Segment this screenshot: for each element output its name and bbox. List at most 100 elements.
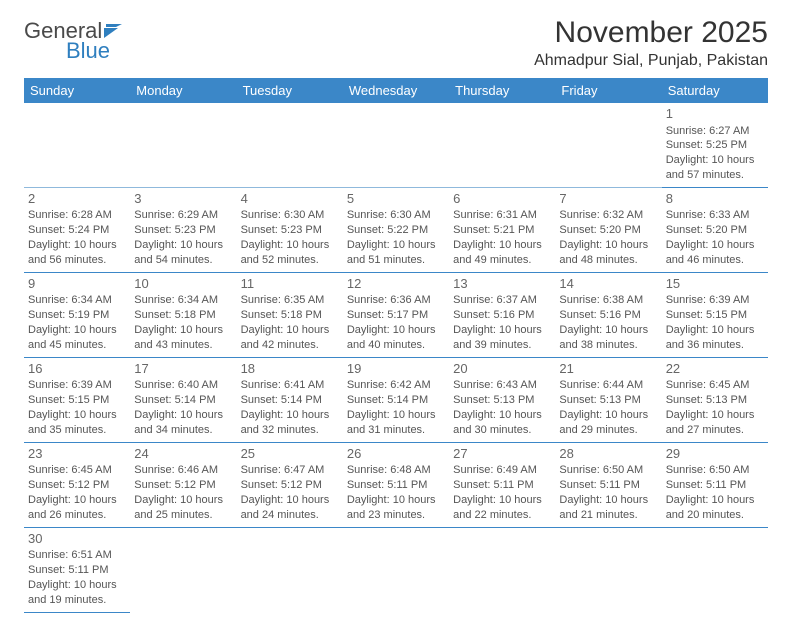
sunset-line: Sunset: 5:14 PM — [347, 393, 445, 408]
calendar-cell: 30Sunrise: 6:51 AMSunset: 5:11 PMDayligh… — [24, 527, 130, 612]
sunrise-line: Sunrise: 6:34 AM — [134, 293, 232, 308]
sunset-line: Sunset: 5:11 PM — [453, 478, 551, 493]
sunrise-line: Sunrise: 6:33 AM — [666, 208, 764, 223]
sunset-line: Sunset: 5:21 PM — [453, 223, 551, 238]
calendar-cell — [555, 103, 661, 187]
calendar-cell: 13Sunrise: 6:37 AMSunset: 5:16 PMDayligh… — [449, 272, 555, 357]
day-number: 30 — [28, 530, 126, 548]
daylight-line: Daylight: 10 hours and 29 minutes. — [559, 408, 657, 438]
calendar-cell — [662, 527, 768, 612]
sunrise-line: Sunrise: 6:46 AM — [134, 463, 232, 478]
sunset-line: Sunset: 5:20 PM — [559, 223, 657, 238]
sunrise-line: Sunrise: 6:37 AM — [453, 293, 551, 308]
daylight-line: Daylight: 10 hours and 24 minutes. — [241, 493, 339, 523]
daylight-line: Daylight: 10 hours and 35 minutes. — [28, 408, 126, 438]
calendar-cell: 14Sunrise: 6:38 AMSunset: 5:16 PMDayligh… — [555, 272, 661, 357]
sunrise-line: Sunrise: 6:41 AM — [241, 378, 339, 393]
day-number: 9 — [28, 275, 126, 293]
day-number: 27 — [453, 445, 551, 463]
calendar-cell: 23Sunrise: 6:45 AMSunset: 5:12 PMDayligh… — [24, 442, 130, 527]
calendar-cell — [130, 103, 236, 187]
sunrise-line: Sunrise: 6:30 AM — [347, 208, 445, 223]
daylight-line: Daylight: 10 hours and 52 minutes. — [241, 238, 339, 268]
sunset-line: Sunset: 5:25 PM — [666, 138, 764, 153]
sunset-line: Sunset: 5:11 PM — [28, 563, 126, 578]
sunset-line: Sunset: 5:11 PM — [347, 478, 445, 493]
calendar-cell: 8Sunrise: 6:33 AMSunset: 5:20 PMDaylight… — [662, 187, 768, 272]
calendar-cell — [555, 527, 661, 612]
calendar-cell — [449, 527, 555, 612]
day-number: 29 — [666, 445, 764, 463]
day-number: 24 — [134, 445, 232, 463]
calendar-cell: 7Sunrise: 6:32 AMSunset: 5:20 PMDaylight… — [555, 187, 661, 272]
sunset-line: Sunset: 5:16 PM — [559, 308, 657, 323]
sunrise-line: Sunrise: 6:27 AM — [666, 124, 764, 139]
sunrise-line: Sunrise: 6:48 AM — [347, 463, 445, 478]
daylight-line: Daylight: 10 hours and 31 minutes. — [347, 408, 445, 438]
sunrise-line: Sunrise: 6:50 AM — [666, 463, 764, 478]
calendar-row: 9Sunrise: 6:34 AMSunset: 5:19 PMDaylight… — [24, 272, 768, 357]
sunrise-line: Sunrise: 6:31 AM — [453, 208, 551, 223]
calendar-cell: 16Sunrise: 6:39 AMSunset: 5:15 PMDayligh… — [24, 357, 130, 442]
logo-text: General Blue — [24, 20, 126, 62]
calendar-row: 16Sunrise: 6:39 AMSunset: 5:15 PMDayligh… — [24, 357, 768, 442]
sunrise-line: Sunrise: 6:39 AM — [666, 293, 764, 308]
daylight-line: Daylight: 10 hours and 27 minutes. — [666, 408, 764, 438]
calendar-cell — [237, 527, 343, 612]
sunrise-line: Sunrise: 6:43 AM — [453, 378, 551, 393]
calendar-table: Sunday Monday Tuesday Wednesday Thursday… — [24, 78, 768, 613]
weekday-header: Monday — [130, 78, 236, 103]
day-number: 28 — [559, 445, 657, 463]
calendar-cell: 12Sunrise: 6:36 AMSunset: 5:17 PMDayligh… — [343, 272, 449, 357]
weekday-header: Thursday — [449, 78, 555, 103]
sunrise-line: Sunrise: 6:34 AM — [28, 293, 126, 308]
daylight-line: Daylight: 10 hours and 32 minutes. — [241, 408, 339, 438]
day-number: 13 — [453, 275, 551, 293]
day-number: 16 — [28, 360, 126, 378]
weekday-header: Friday — [555, 78, 661, 103]
sunrise-line: Sunrise: 6:35 AM — [241, 293, 339, 308]
sunset-line: Sunset: 5:12 PM — [28, 478, 126, 493]
day-number: 4 — [241, 190, 339, 208]
location: Ahmadpur Sial, Punjab, Pakistan — [534, 52, 768, 70]
sunset-line: Sunset: 5:23 PM — [241, 223, 339, 238]
daylight-line: Daylight: 10 hours and 54 minutes. — [134, 238, 232, 268]
calendar-cell: 19Sunrise: 6:42 AMSunset: 5:14 PMDayligh… — [343, 357, 449, 442]
day-number: 15 — [666, 275, 764, 293]
daylight-line: Daylight: 10 hours and 45 minutes. — [28, 323, 126, 353]
day-number: 5 — [347, 190, 445, 208]
sunset-line: Sunset: 5:11 PM — [666, 478, 764, 493]
sunrise-line: Sunrise: 6:44 AM — [559, 378, 657, 393]
daylight-line: Daylight: 10 hours and 20 minutes. — [666, 493, 764, 523]
day-number: 18 — [241, 360, 339, 378]
daylight-line: Daylight: 10 hours and 46 minutes. — [666, 238, 764, 268]
daylight-line: Daylight: 10 hours and 30 minutes. — [453, 408, 551, 438]
daylight-line: Daylight: 10 hours and 19 minutes. — [28, 578, 126, 608]
day-number: 14 — [559, 275, 657, 293]
calendar-cell: 15Sunrise: 6:39 AMSunset: 5:15 PMDayligh… — [662, 272, 768, 357]
sunset-line: Sunset: 5:16 PM — [453, 308, 551, 323]
sunset-line: Sunset: 5:13 PM — [666, 393, 764, 408]
daylight-line: Daylight: 10 hours and 43 minutes. — [134, 323, 232, 353]
calendar-body: 1Sunrise: 6:27 AMSunset: 5:25 PMDaylight… — [24, 103, 768, 612]
day-number: 25 — [241, 445, 339, 463]
calendar-cell: 2Sunrise: 6:28 AMSunset: 5:24 PMDaylight… — [24, 187, 130, 272]
daylight-line: Daylight: 10 hours and 39 minutes. — [453, 323, 551, 353]
daylight-line: Daylight: 10 hours and 49 minutes. — [453, 238, 551, 268]
calendar-cell: 1Sunrise: 6:27 AMSunset: 5:25 PMDaylight… — [662, 103, 768, 187]
daylight-line: Daylight: 10 hours and 38 minutes. — [559, 323, 657, 353]
day-number: 23 — [28, 445, 126, 463]
daylight-line: Daylight: 10 hours and 48 minutes. — [559, 238, 657, 268]
day-number: 6 — [453, 190, 551, 208]
calendar-cell — [343, 527, 449, 612]
day-number: 22 — [666, 360, 764, 378]
day-number: 19 — [347, 360, 445, 378]
sunrise-line: Sunrise: 6:28 AM — [28, 208, 126, 223]
sunset-line: Sunset: 5:19 PM — [28, 308, 126, 323]
weekday-header-row: Sunday Monday Tuesday Wednesday Thursday… — [24, 78, 768, 103]
daylight-line: Daylight: 10 hours and 23 minutes. — [347, 493, 445, 523]
calendar-cell: 6Sunrise: 6:31 AMSunset: 5:21 PMDaylight… — [449, 187, 555, 272]
sunset-line: Sunset: 5:15 PM — [666, 308, 764, 323]
calendar-cell — [343, 103, 449, 187]
sunset-line: Sunset: 5:14 PM — [134, 393, 232, 408]
